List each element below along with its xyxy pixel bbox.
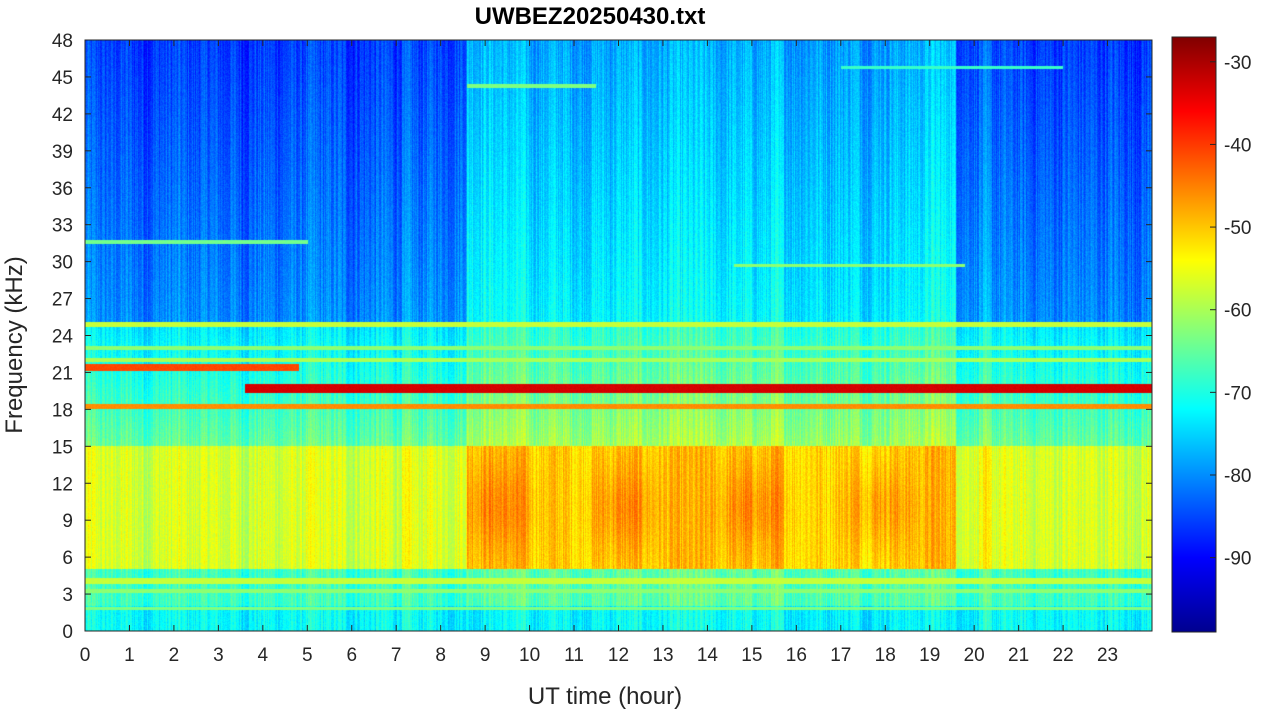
x-tick-label: 14 — [697, 645, 719, 666]
x-tick-label: 9 — [480, 645, 491, 666]
x-tick-label: 6 — [346, 645, 357, 666]
colorbar-tick-label: -70 — [1224, 383, 1251, 404]
x-tick-label: 3 — [213, 645, 224, 666]
colorbar-tick-label: -30 — [1224, 53, 1251, 74]
y-tick-label: 6 — [62, 548, 73, 569]
x-tick-label: 0 — [80, 645, 91, 666]
y-tick-label: 0 — [62, 622, 73, 643]
x-tick-label: 7 — [391, 645, 402, 666]
y-tick-label: 24 — [52, 327, 74, 348]
x-tick-label: 16 — [786, 645, 807, 666]
x-tick-label: 23 — [1097, 645, 1118, 666]
x-tick-label: 4 — [258, 645, 269, 666]
x-tick-label: 20 — [964, 645, 985, 666]
x-tick-label: 18 — [875, 645, 896, 666]
x-tick-label: 21 — [1008, 645, 1029, 666]
colorbar-tick-label: -90 — [1224, 549, 1251, 570]
x-tick-label: 8 — [435, 645, 446, 666]
x-tick-label: 15 — [741, 645, 762, 666]
x-tick-label: 22 — [1053, 645, 1074, 666]
y-tick-label: 39 — [52, 142, 73, 163]
y-tick-label: 27 — [52, 290, 73, 311]
plot-area — [84, 39, 1153, 632]
y-axis-label: Frequency (kHz) — [1, 256, 28, 433]
y-tick-label: 30 — [52, 253, 73, 274]
x-tick-label: 11 — [564, 645, 584, 666]
y-tick-label: 18 — [52, 400, 73, 421]
colorbar-ticks: -30 -40 -50 -60 -70 -80 -90 — [1210, 53, 1251, 570]
y-tick-label: 21 — [52, 363, 73, 384]
y-tick-label: 42 — [52, 105, 73, 126]
x-tick-label: 12 — [608, 645, 629, 666]
y-tick-label: 48 — [52, 31, 73, 52]
y-tick-label: 33 — [52, 216, 73, 237]
colorbar-tick-label: -40 — [1224, 135, 1251, 156]
x-axis: 0 1 2 3 4 5 6 7 8 9 10 11 12 13 14 15 16 17 18 19 20 21 22 23 — [80, 40, 1118, 666]
colorbar-tick-label: -80 — [1224, 466, 1251, 487]
y-tick-label: 45 — [52, 68, 73, 89]
x-tick-label: 1 — [124, 645, 135, 666]
colorbar: -30 -40 -50 -60 -70 -80 -90 — [1171, 36, 1251, 633]
x-tick-label: 2 — [169, 645, 180, 666]
x-tick-label: 17 — [830, 645, 851, 666]
x-axis-label: UT time (hour) — [528, 683, 682, 710]
colorbar-tick-label: -60 — [1224, 301, 1251, 322]
colorbar-gradient — [1171, 36, 1217, 633]
x-tick-label: 10 — [519, 645, 540, 666]
x-tick-label: 19 — [919, 645, 940, 666]
x-tick-label: 5 — [302, 645, 313, 666]
spectrogram-heatmap — [85, 40, 1152, 631]
y-tick-label: 36 — [52, 179, 73, 200]
y-tick-label: 15 — [52, 437, 73, 458]
y-tick-label: 12 — [52, 474, 73, 495]
x-tick-label: 13 — [652, 645, 673, 666]
chart-title: UWBEZ20250430.txt — [475, 3, 706, 30]
y-tick-label: 3 — [62, 585, 73, 606]
y-tick-label: 9 — [62, 511, 73, 532]
colorbar-tick-label: -50 — [1224, 218, 1251, 239]
